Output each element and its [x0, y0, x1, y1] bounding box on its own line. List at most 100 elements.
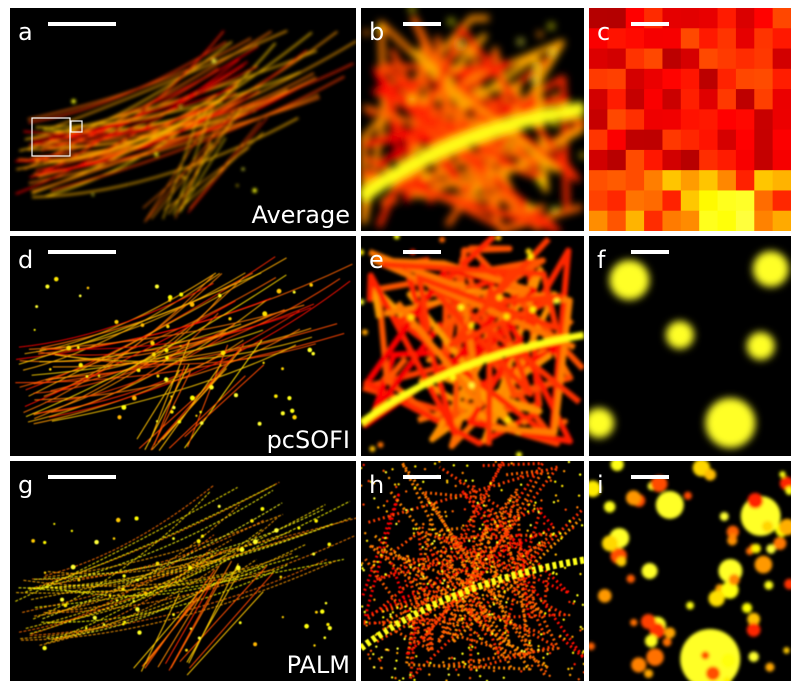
spot: [529, 657, 531, 659]
spot: [533, 504, 535, 506]
method-caption: PALM: [287, 651, 350, 679]
panel: [10, 461, 358, 681]
spot: [479, 675, 481, 677]
spot: [472, 188, 478, 194]
pixel: [589, 170, 608, 191]
spot: [439, 534, 441, 536]
pixel: [626, 190, 645, 211]
spot: [528, 595, 530, 597]
spot: [543, 522, 545, 524]
spot: [390, 621, 392, 623]
spot: [445, 541, 447, 543]
spot: [200, 421, 203, 424]
spot: [507, 343, 513, 349]
spot: [450, 548, 452, 550]
spot: [469, 322, 475, 328]
spot: [540, 499, 542, 501]
pixel: [626, 69, 645, 90]
pixel: [589, 109, 608, 130]
spot: [479, 559, 481, 561]
spot: [458, 589, 460, 591]
spot: [461, 472, 463, 474]
spot: [389, 515, 391, 517]
spot: [377, 506, 379, 508]
spot: [552, 93, 558, 99]
blob: [598, 589, 612, 603]
pixel: [681, 69, 700, 90]
panel-bg: [10, 8, 356, 231]
spot: [568, 601, 570, 603]
spot: [544, 612, 546, 614]
spot: [382, 628, 384, 630]
spot: [415, 579, 417, 581]
spot: [172, 537, 175, 540]
spot: [121, 587, 125, 591]
spot: [394, 677, 396, 679]
spot: [123, 621, 126, 624]
blob: [706, 666, 720, 680]
spot: [141, 323, 145, 327]
spot: [156, 420, 158, 422]
spot: [457, 25, 463, 31]
spot: [262, 311, 267, 316]
spot: [396, 647, 398, 649]
pixel: [589, 130, 608, 151]
spot: [373, 564, 375, 566]
spot: [545, 670, 547, 672]
spot: [486, 584, 488, 586]
spot: [375, 645, 377, 647]
spot: [218, 505, 221, 508]
pixel: [644, 69, 663, 90]
spot: [454, 640, 456, 642]
spot: [462, 598, 464, 600]
spot: [576, 506, 578, 508]
panel-label: h: [369, 471, 384, 499]
spot: [537, 179, 543, 185]
spot: [409, 96, 415, 102]
spot: [452, 618, 454, 620]
spot: [474, 646, 476, 648]
spot: [404, 605, 406, 607]
spot: [435, 532, 437, 534]
spot: [45, 284, 49, 288]
spot: [36, 160, 38, 162]
blob: [749, 652, 759, 662]
spot: [31, 539, 35, 543]
pixel: [773, 109, 792, 130]
spot: [462, 563, 464, 565]
spot: [156, 562, 160, 566]
spot: [536, 217, 542, 223]
spot: [534, 502, 536, 504]
spot: [369, 657, 371, 659]
spot: [137, 368, 141, 372]
pixel: [589, 89, 608, 110]
spot: [546, 631, 548, 633]
spot: [304, 624, 309, 629]
spot: [365, 621, 367, 623]
spot: [180, 345, 182, 347]
spot: [571, 667, 573, 669]
pixel: [626, 109, 645, 130]
spot: [459, 482, 461, 484]
spot: [548, 675, 550, 677]
spot: [504, 632, 506, 634]
pixel: [589, 150, 608, 171]
spot: [281, 367, 284, 370]
spot: [422, 527, 424, 529]
spot: [482, 523, 484, 525]
spot: [451, 510, 453, 512]
pixel: [699, 211, 718, 232]
spot: [477, 567, 479, 569]
spot: [552, 571, 554, 573]
spot: [468, 647, 470, 649]
spot: [453, 657, 455, 659]
spot: [469, 382, 475, 388]
spot: [328, 626, 332, 630]
spot: [292, 415, 296, 419]
blob: [705, 398, 755, 448]
pixel: [626, 49, 645, 70]
pixel: [773, 28, 792, 49]
spot: [498, 643, 500, 645]
spot: [408, 559, 410, 561]
spot: [518, 39, 524, 45]
